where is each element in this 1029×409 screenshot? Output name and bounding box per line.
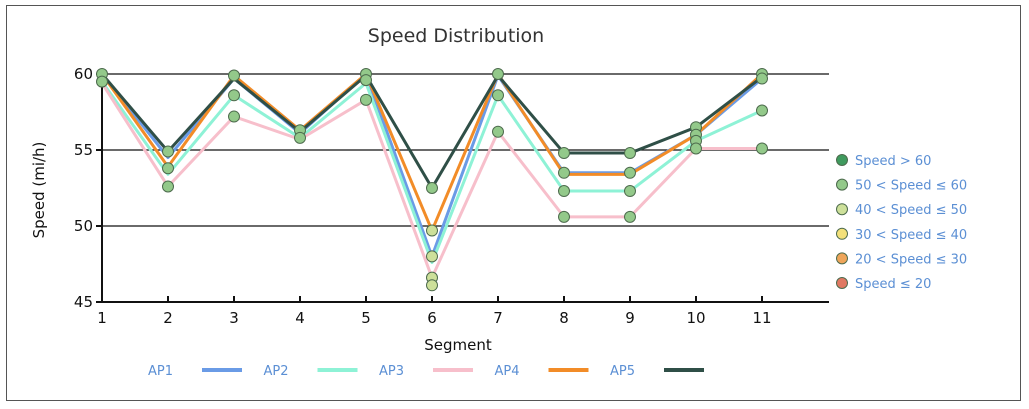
data-point [162,180,174,193]
category-legend-marker [836,277,848,289]
data-markers [96,68,768,292]
data-point [162,162,174,175]
data-point [624,185,636,198]
data-point [426,182,438,194]
data-point [558,166,570,179]
data-point [228,89,240,102]
data-point [162,145,174,158]
data-point [492,68,504,80]
data-point [756,104,768,117]
series-line-ap2 [100,80,763,264]
series-line-ap5 [100,73,763,190]
series-legend-label: AP5 [610,364,635,379]
data-point [756,142,768,155]
series-line-ap3 [100,82,762,280]
y-tick-label: 45 [74,293,93,311]
y-tick-label: 50 [74,217,93,235]
speed-category-legend: Speed > 60 50 < Speed ≤ 60 40 < Speed ≤ 50… [836,154,967,292]
data-point [294,131,306,144]
data-point [426,279,438,292]
x-tick-label: 11 [752,309,771,327]
data-point [426,224,438,237]
data-point [360,93,372,106]
chart-title: Speed Distribution [368,25,544,47]
data-point [624,147,636,160]
y-axis-ticks: 45 50 55 60 [74,65,102,311]
category-legend-marker [836,203,848,216]
data-point [558,210,570,223]
x-tick-label: 5 [361,309,371,327]
data-point [228,69,240,82]
series-legend: AP1 AP2 AP3 AP4 AP5 [148,364,704,379]
data-point [228,110,240,123]
x-tick-label: 2 [163,309,173,327]
data-point [624,210,636,223]
x-tick-label: 9 [625,309,635,327]
x-tick-label: 6 [427,309,437,327]
data-point [360,74,372,87]
category-legend-label: Speed > 60 [855,154,931,169]
category-legend-label: 40 < Speed ≤ 50 [855,203,967,218]
x-tick-label: 4 [295,309,305,327]
series-lines [100,72,764,280]
category-legend-label: Speed ≤ 20 [855,277,931,292]
data-point [492,89,504,102]
y-axis-label: Speed (mi/h) [30,142,48,239]
data-point [624,166,636,179]
category-legend-label: 50 < Speed ≤ 60 [855,179,967,194]
series-legend-label: AP1 [148,364,173,379]
data-point [492,125,504,138]
x-tick-label: 3 [229,309,239,327]
category-legend-marker [836,178,848,191]
category-legend-label: 30 < Speed ≤ 40 [855,228,967,243]
chart-frame [6,5,1021,401]
data-point [756,72,768,85]
series-legend-label: AP3 [379,364,404,379]
data-point [558,147,570,160]
axes [101,70,829,303]
category-legend-marker [836,154,848,166]
data-point [558,185,570,198]
x-tick-label: 10 [686,309,705,327]
data-point [426,250,438,263]
series-legend-label: AP2 [264,364,289,379]
category-legend-label: 20 < Speed ≤ 30 [855,252,967,267]
category-legend-marker [836,227,848,240]
series-legend-label: AP4 [495,364,520,379]
y-tick-label: 55 [74,141,93,159]
x-tick-label: 8 [559,309,569,327]
data-point [690,142,702,155]
x-axis-label: Segment [424,336,492,354]
x-tick-label: 1 [97,309,107,327]
x-axis-ticks: 1 2 3 4 5 6 7 8 9 10 11 [97,296,772,327]
y-tick-label: 60 [74,65,93,83]
x-tick-label: 7 [493,309,503,327]
category-legend-marker [836,252,848,265]
data-point [96,75,108,88]
